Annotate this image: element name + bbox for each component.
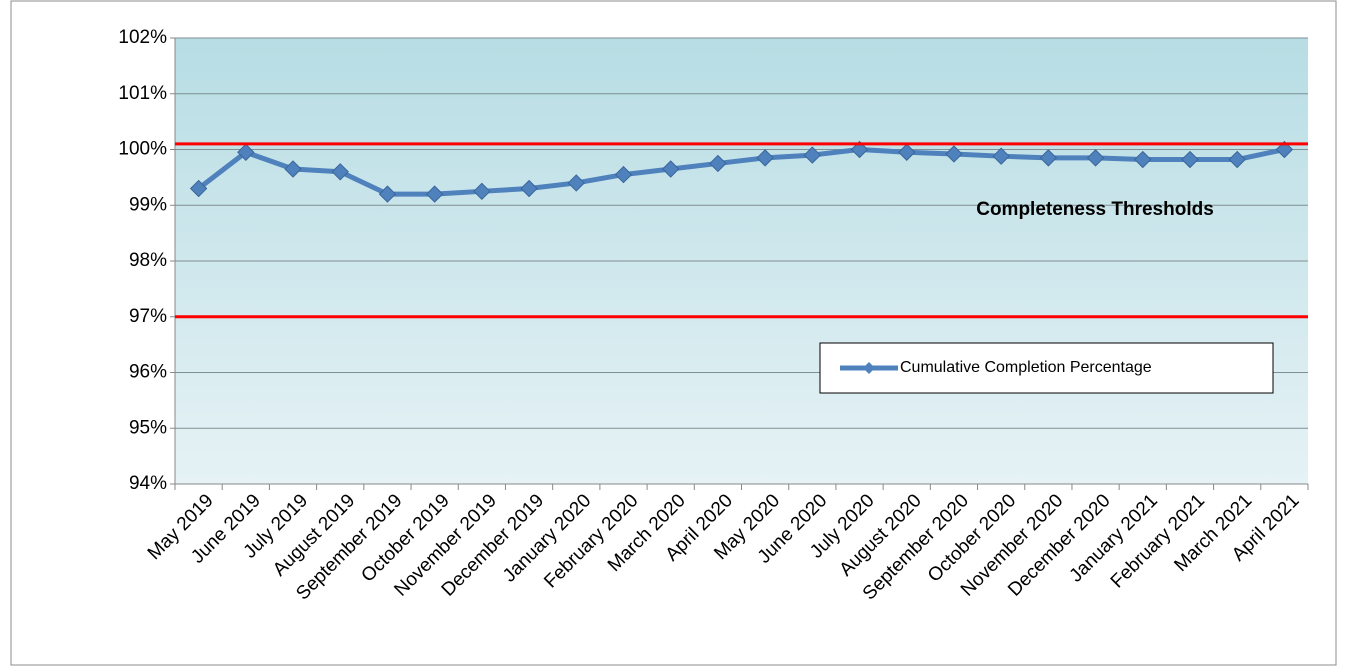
marks: [189, 140, 1294, 203]
data-point: [992, 147, 1010, 165]
data-point: [1039, 149, 1058, 167]
legend-marker: [863, 362, 875, 374]
data-point: [803, 146, 822, 164]
data-point: [1228, 150, 1246, 169]
y-tick-label: 97%: [129, 306, 167, 327]
y-tick-label: 99%: [129, 194, 167, 215]
data-point: [1275, 140, 1294, 159]
data-point: [756, 149, 774, 167]
y-tick-label: 102%: [118, 27, 167, 48]
data-point: [614, 165, 633, 184]
data-point: [520, 179, 538, 198]
y-tick-label: 98%: [129, 250, 167, 271]
y-tick-label: 96%: [129, 362, 167, 383]
data-point: [661, 160, 680, 178]
data-point: [850, 140, 869, 159]
y-tick-label: 101%: [118, 83, 167, 104]
data-point: [1086, 149, 1105, 167]
threshold-label: Completeness Thresholds: [976, 199, 1214, 220]
y-tick-label: 94%: [129, 473, 167, 494]
data-point: [1134, 150, 1152, 169]
data-point: [473, 182, 491, 201]
data-point: [709, 154, 727, 173]
data-point: [284, 160, 302, 178]
y-tick-label: 95%: [129, 417, 167, 438]
y-tick-label: 100%: [118, 139, 167, 160]
data-point: [378, 185, 397, 203]
data-point: [1181, 150, 1199, 169]
data-point: [331, 163, 349, 181]
data-point: [189, 179, 208, 198]
data-point: [567, 174, 585, 192]
data-point: [425, 185, 444, 203]
legend-label: Cumulative Completion Percentage: [900, 359, 1152, 376]
data-point: [945, 145, 963, 163]
legend: Cumulative Completion Percentage: [819, 342, 1274, 394]
data-point: [898, 143, 916, 161]
data-point: [237, 143, 255, 161]
